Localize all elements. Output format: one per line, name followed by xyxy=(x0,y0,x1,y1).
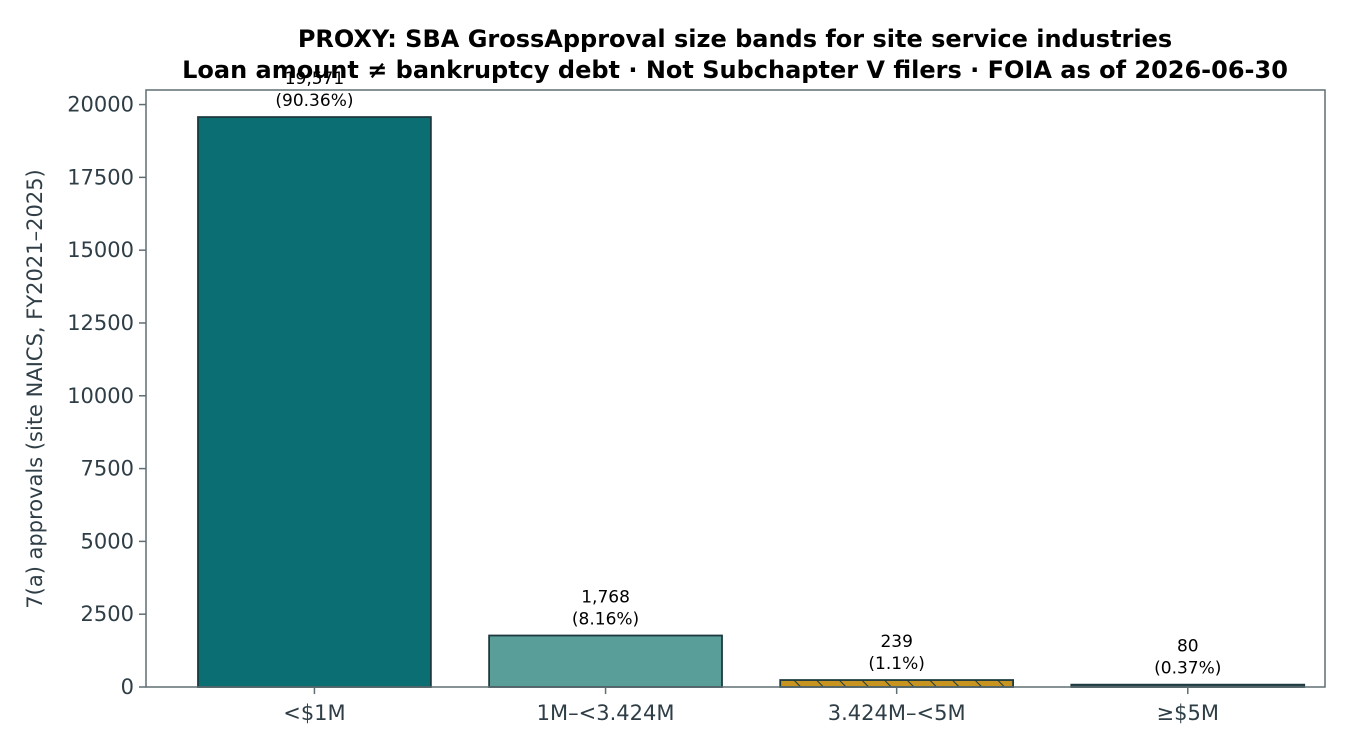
bar-hatch xyxy=(780,680,1014,687)
y-tick-label: 10000 xyxy=(67,384,134,408)
y-tick-label: 2500 xyxy=(81,602,134,626)
y-tick-label: 17500 xyxy=(67,165,134,189)
x-tick-label: 3.424M–<5M xyxy=(828,701,966,725)
y-axis: 0 2500 5000 7500 10000 12500 15000 17500 20000 xyxy=(67,93,146,699)
bar-percent-label: (8.16%) xyxy=(572,610,639,630)
bar xyxy=(197,116,432,688)
x-tick-label: 1M–<3.424M xyxy=(537,701,675,725)
y-tick-label: 5000 xyxy=(81,529,134,553)
x-tick-label: <$1M xyxy=(283,701,345,725)
y-tick-label: 20000 xyxy=(67,93,134,117)
bar-count-label: 80 xyxy=(1177,637,1199,657)
chart-title: PROXY: SBA GrossApproval size bands for … xyxy=(298,25,1172,53)
x-tick-label: ≥$5M xyxy=(1157,701,1219,725)
y-tick-label: 7500 xyxy=(81,457,134,481)
y-tick-label: 0 xyxy=(121,675,134,699)
chart-subtitle: Loan amount ≠ bankruptcy debt · Not Subc… xyxy=(182,56,1288,84)
y-tick-label: 12500 xyxy=(67,311,134,335)
axes-frame xyxy=(145,89,1326,688)
bar-percent-label: (1.1%) xyxy=(868,654,924,674)
bar-count-label: 1,768 xyxy=(581,588,630,608)
x-axis: <$1M 1M–<3.424M 3.424M–<5M ≥$5M xyxy=(283,687,1219,725)
bar xyxy=(488,634,723,688)
bar-count-label: 239 xyxy=(880,632,912,652)
bar-count-label: 19,571 xyxy=(285,69,344,89)
bars-group: 19,571(90.36%) 1,768(8.16%) 239(1.1%) 80(0.… xyxy=(197,69,1306,688)
bar-percent-label: (0.37%) xyxy=(1154,659,1221,679)
y-axis-label: 7(a) approvals (site NAICS, FY2021–2025) xyxy=(23,169,47,608)
y-tick-label: 15000 xyxy=(67,238,134,262)
bar-percent-label: (90.36%) xyxy=(275,91,353,111)
